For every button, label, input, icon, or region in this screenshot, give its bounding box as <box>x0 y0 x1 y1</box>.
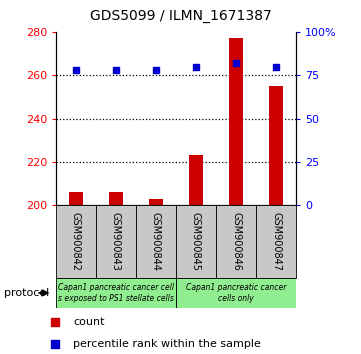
Bar <box>149 199 163 205</box>
Text: GSM900845: GSM900845 <box>191 212 201 271</box>
Text: percentile rank within the sample: percentile rank within the sample <box>73 339 261 349</box>
Point <box>153 67 159 73</box>
Bar <box>136 205 176 278</box>
Text: GSM900843: GSM900843 <box>111 212 121 271</box>
Bar <box>176 278 296 308</box>
Text: GSM900847: GSM900847 <box>271 212 281 271</box>
Bar <box>109 192 123 205</box>
Bar <box>189 155 203 205</box>
Text: GSM900846: GSM900846 <box>231 212 241 271</box>
Text: GDS5099 / ILMN_1671387: GDS5099 / ILMN_1671387 <box>90 9 271 23</box>
Text: count: count <box>73 317 104 327</box>
Point <box>113 67 119 73</box>
Bar <box>256 205 296 278</box>
Bar <box>96 205 136 278</box>
Text: GSM900842: GSM900842 <box>71 212 81 271</box>
Text: Capan1 pancreatic cancer
cells only: Capan1 pancreatic cancer cells only <box>186 283 286 303</box>
Bar <box>269 86 283 205</box>
Bar <box>56 205 96 278</box>
Point <box>354 39 360 45</box>
Point <box>273 64 279 69</box>
Text: Capan1 pancreatic cancer cell
s exposed to PS1 stellate cells: Capan1 pancreatic cancer cell s exposed … <box>58 283 174 303</box>
Text: protocol: protocol <box>4 288 49 298</box>
Point <box>73 67 79 73</box>
Bar <box>69 192 83 205</box>
Bar <box>176 205 216 278</box>
Point <box>354 241 360 246</box>
Bar <box>229 38 243 205</box>
Bar <box>216 205 256 278</box>
Point <box>193 64 199 69</box>
Bar <box>56 278 176 308</box>
Text: GSM900844: GSM900844 <box>151 212 161 271</box>
Point <box>233 60 239 66</box>
